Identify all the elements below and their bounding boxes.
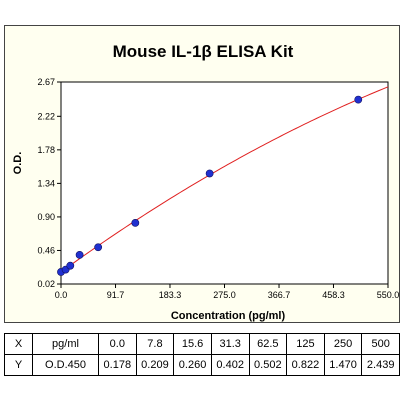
x-tick-label: 458.3 (322, 290, 345, 300)
chart-svg: Mouse IL-1β ELISA Kit O.D. Concentration… (12, 42, 399, 322)
x-axis-label: Concentration (pg/ml) (171, 310, 286, 322)
y-tick-label: 0.02 (37, 279, 55, 289)
table-cell: X (4, 333, 33, 355)
x-tick-label: 91.7 (107, 290, 125, 300)
y-axis-label: O.D. (12, 152, 24, 175)
table-cell: 0.402 (210, 354, 250, 376)
plot-area: 0.0 91.7 183.3 275.0 366.7 458.3 550.0 0.02 0.46… (37, 77, 399, 300)
table-row: Y O.D.450 0.178 0.209 0.260 0.402 0.502 0.822 1.… (4, 354, 400, 376)
table-cell: 2.439 (361, 354, 400, 376)
data-point (75, 250, 84, 259)
table-cell: 250 (323, 333, 363, 355)
chart-title: Mouse IL-1β ELISA Kit (113, 42, 294, 61)
chart-panel: Mouse IL-1β ELISA Kit O.D. Concentration… (4, 25, 400, 323)
y-tick-label: 2.67 (37, 77, 55, 87)
table-cell: Y (4, 354, 33, 376)
y-tick-label: 2.22 (37, 111, 55, 121)
table-cell: 0.178 (98, 354, 137, 376)
data-point (354, 95, 363, 104)
y-tick-label: 1.34 (37, 178, 55, 188)
x-tick-label: 183.3 (159, 290, 182, 300)
table-cell: 31.3 (210, 333, 250, 355)
table-cell: 125 (286, 333, 325, 355)
table-cell: O.D.450 (32, 354, 99, 376)
data-point (94, 243, 103, 252)
x-tick-label: 275.0 (213, 290, 236, 300)
y-tick-label: 0.90 (37, 212, 55, 222)
plot-frame (60, 81, 389, 285)
x-tick-label: 550.0 (377, 290, 400, 300)
data-point (66, 261, 75, 270)
table-cell: 500 (361, 333, 400, 355)
table-cell: 7.8 (135, 333, 175, 355)
data-point (131, 218, 140, 227)
table-cell: pg/ml (32, 333, 99, 355)
table-cell: 1.470 (323, 354, 363, 376)
y-tick-label: 1.78 (37, 145, 55, 155)
table-cell: 0.502 (248, 354, 288, 376)
table-cell: 15.6 (173, 333, 212, 355)
table-cell: 62.5 (248, 333, 288, 355)
x-tick-label: 0.0 (55, 290, 68, 300)
x-tick-label: 366.7 (268, 290, 291, 300)
table-cell: 0.822 (286, 354, 325, 376)
fit-curve (60, 86, 389, 273)
data-point (205, 169, 214, 178)
y-tick-label: 0.46 (37, 245, 55, 255)
table-cell: 0.260 (173, 354, 212, 376)
table-cell: 0.0 (98, 333, 137, 355)
table-cell: 0.209 (135, 354, 175, 376)
